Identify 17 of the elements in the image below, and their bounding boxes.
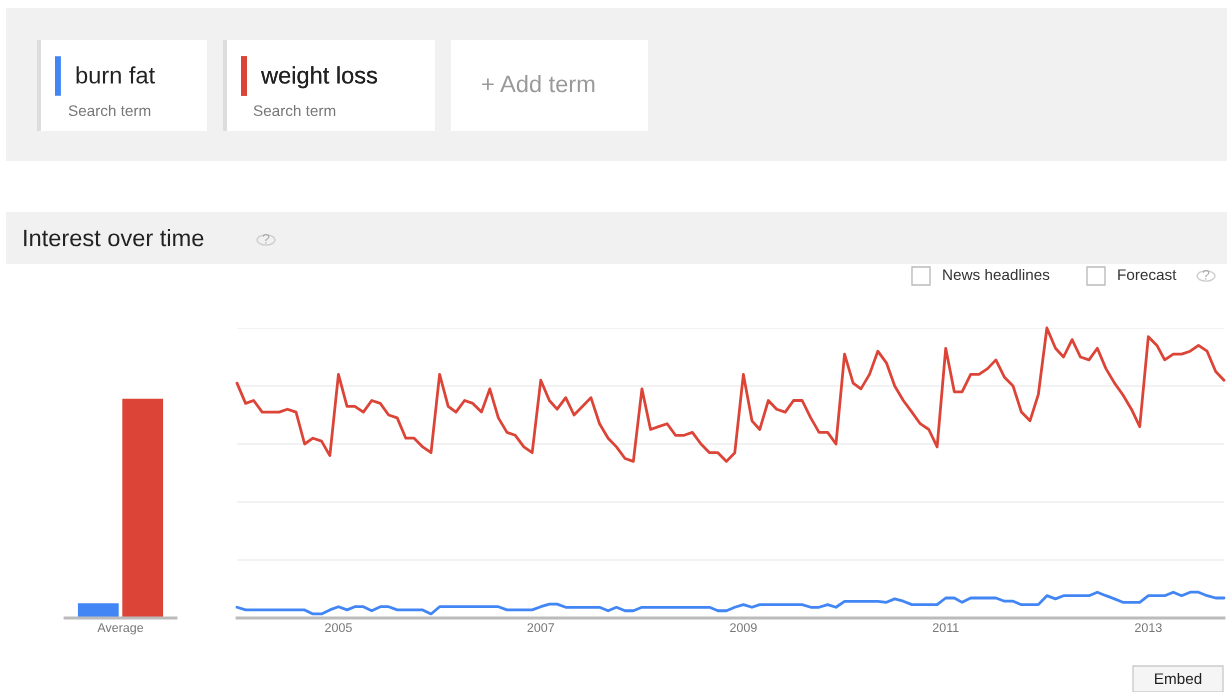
text: + Add term xyxy=(482,75,595,93)
text: ? xyxy=(262,233,270,244)
x-tick-label: Average xyxy=(97,623,144,635)
legend-label: weight loss xyxy=(261,66,378,89)
text: News headlines xyxy=(943,268,1050,281)
chart-title: Interest over time xyxy=(24,229,204,247)
text: Search term xyxy=(68,104,151,117)
text: ? xyxy=(1202,269,1210,280)
text: Forecast xyxy=(1118,269,1177,281)
x-tick-label: 2013 xyxy=(1135,623,1162,633)
x-tick-label: 2009 xyxy=(730,623,757,633)
x-tick-label: 2007 xyxy=(527,623,555,633)
x-tick-label: 2005 xyxy=(325,623,352,633)
text: Embed xyxy=(1155,672,1202,685)
legend-label: burn fat xyxy=(76,66,155,84)
x-tick-label: 2011 xyxy=(932,623,959,633)
text: Search term xyxy=(253,104,336,117)
